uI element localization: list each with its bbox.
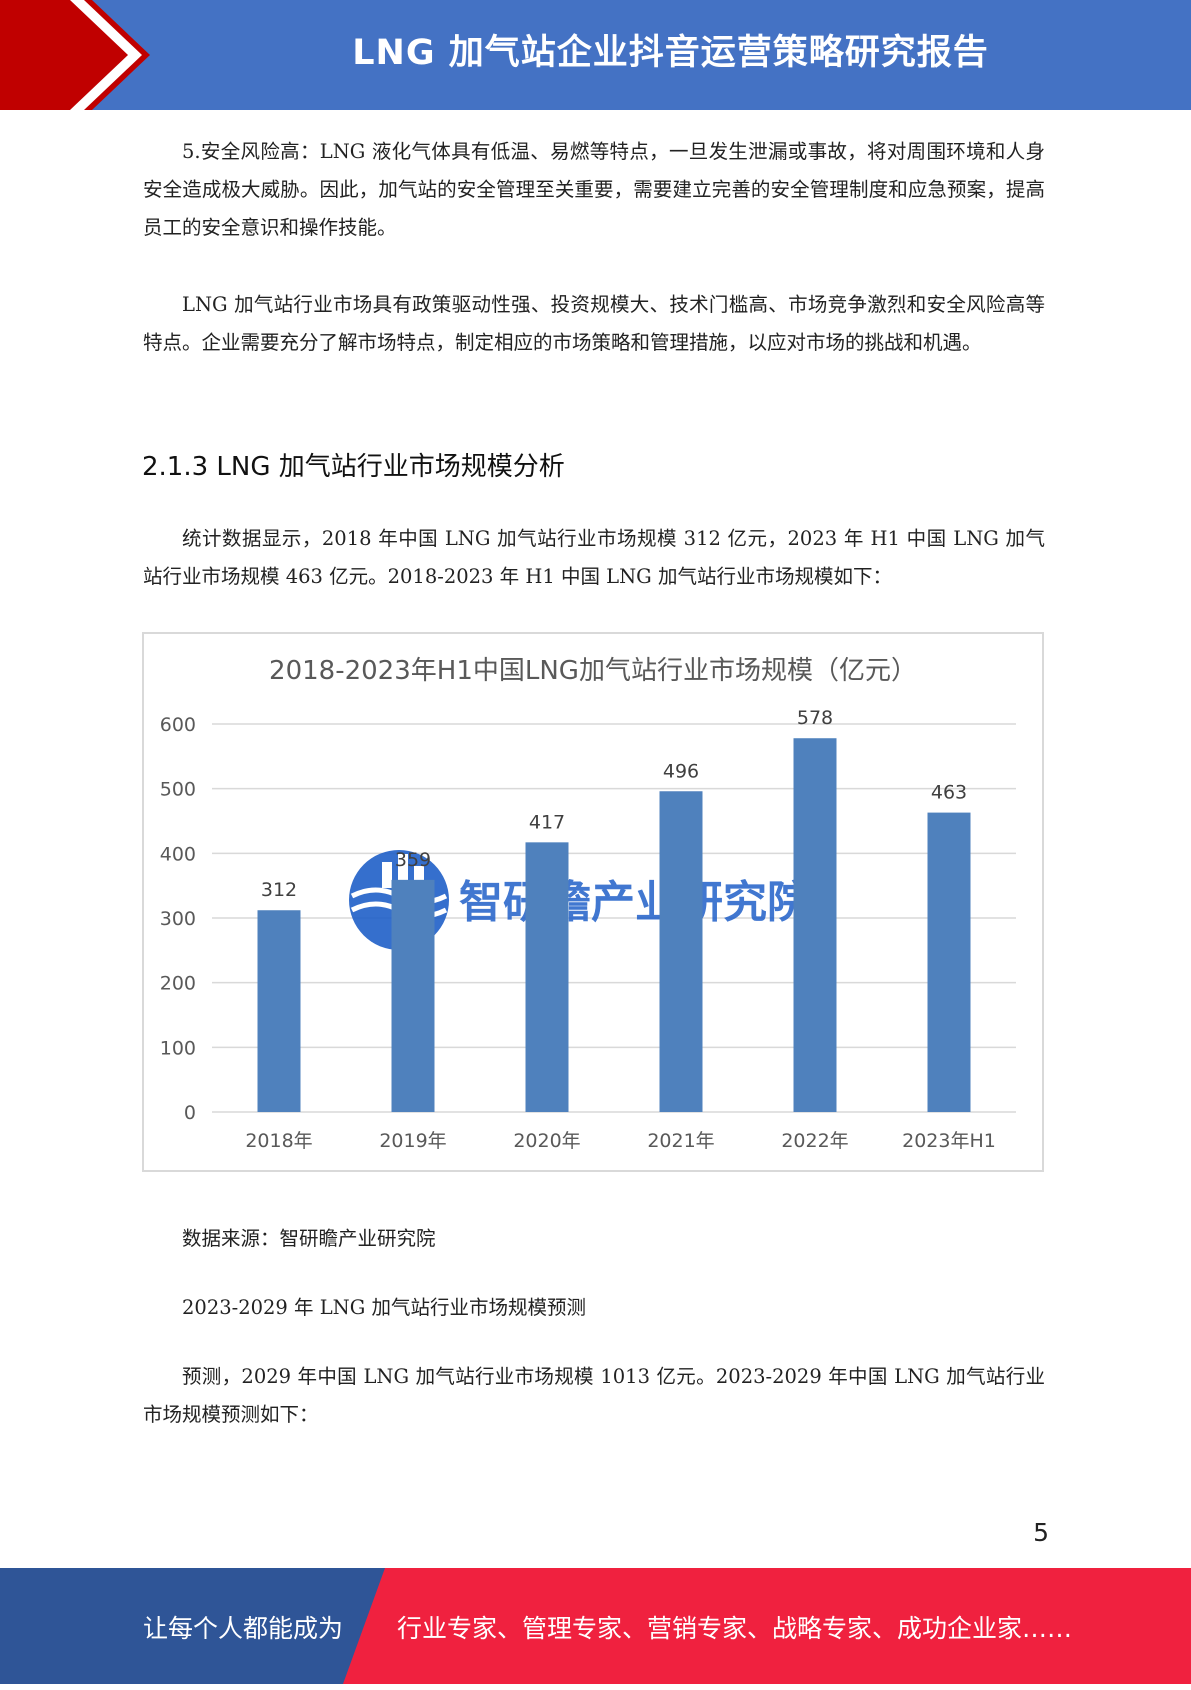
- y-tick-label: 600: [160, 714, 196, 736]
- report-title: LNG 加气站企业抖音运营策略研究报告: [352, 33, 989, 73]
- x-tick-label: 2023年H1: [902, 1130, 996, 1152]
- market-size-chart: 0 100 200 300 400 500 600 智研瞻产业研究院 312 2018年 359…: [142, 632, 1044, 1172]
- watermark-text: 智研瞻产业研究院: [459, 877, 811, 928]
- footer-slogan-right: 行业专家、管理专家、营销专家、战略专家、成功企业家……: [397, 1614, 1073, 1643]
- page-number: 5: [1033, 1518, 1049, 1547]
- chart-title: 2018-2023年H1中国LNG加气站行业市场规模（亿元）: [269, 656, 917, 686]
- x-tick-label: 2018年: [245, 1130, 312, 1152]
- y-tick-label: 400: [160, 843, 196, 865]
- chart-bar: [793, 738, 837, 1112]
- page-footer: 让每个人都能成为 行业专家、管理专家、营销专家、战略专家、成功企业家……: [0, 1568, 1191, 1684]
- footer-background: [0, 1568, 1191, 1684]
- paragraph-safety-risk: 5.安全风险高：LNG 液化气体具有低温、易燃等特点，一旦发生泄漏或事故，将对周…: [143, 140, 1045, 239]
- x-tick-label: 2019年: [379, 1130, 446, 1152]
- watermark-building-icon: [414, 866, 424, 888]
- watermark-building-icon: [398, 854, 408, 888]
- chart-bar: [927, 812, 971, 1112]
- x-tick-label: 2021年: [647, 1130, 714, 1152]
- y-tick-label: 200: [160, 973, 196, 995]
- y-tick-label: 500: [160, 779, 196, 801]
- bar-value-label: 463: [931, 782, 967, 804]
- paragraph-market-summary: LNG 加气站行业市场具有政策驱动性强、投资规模大、技术门槛高、市场竞争激烈和安…: [143, 293, 1045, 354]
- y-tick-label: 0: [184, 1102, 196, 1124]
- paragraph-forecast: 预测，2029 年中国 LNG 加气站行业市场规模 1013 亿元。2023-2…: [143, 1365, 1045, 1426]
- chart-bar: [257, 910, 301, 1112]
- forecast-subtitle: 2023-2029 年 LNG 加气站行业市场规模预测: [182, 1296, 587, 1319]
- chart-bar: [659, 791, 703, 1112]
- bar-value-label: 417: [529, 811, 565, 833]
- chart-bar: [391, 879, 435, 1112]
- chart-bar: [525, 842, 569, 1112]
- bar-value-label: 359: [395, 849, 431, 871]
- chart-canvas: 0 100 200 300 400 500 600 智研瞻产业研究院 312 2018年 359…: [160, 656, 1016, 1152]
- x-tick-label: 2020年: [513, 1130, 580, 1152]
- header-arrow-decoration: [0, 0, 150, 110]
- footer-slogan-left: 让每个人都能成为: [143, 1614, 344, 1643]
- bar-value-label: 578: [797, 707, 833, 729]
- bar-value-label: 496: [663, 760, 699, 782]
- data-source-note: 数据来源：智研瞻产业研究院: [182, 1227, 436, 1250]
- x-tick-label: 2022年: [781, 1130, 848, 1152]
- y-tick-label: 300: [160, 908, 196, 930]
- section-heading: 2.1.3 LNG 加气站行业市场规模分析: [142, 452, 565, 482]
- paragraph-market-stats: 统计数据显示，2018 年中国 LNG 加气站行业市场规模 312 亿元，202…: [143, 527, 1045, 588]
- y-tick-label: 100: [160, 1037, 196, 1059]
- watermark-building-icon: [382, 862, 392, 888]
- bar-value-label: 312: [261, 879, 297, 901]
- page-header: LNG 加气站企业抖音运营策略研究报告: [0, 0, 1191, 110]
